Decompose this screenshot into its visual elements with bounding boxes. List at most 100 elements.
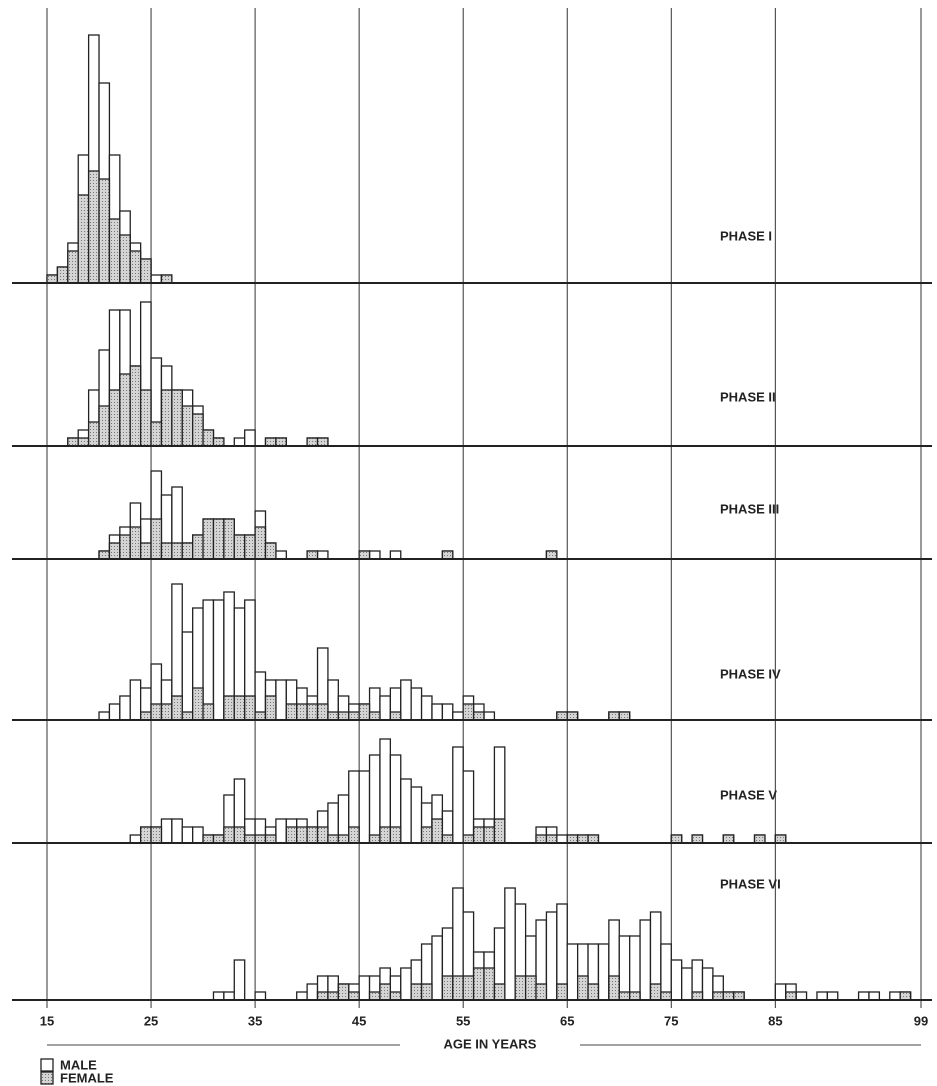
female-bar — [691, 834, 704, 844]
female-bar — [785, 991, 797, 1001]
female-bar — [67, 437, 79, 447]
female-bar — [264, 437, 277, 447]
female-bar — [119, 234, 131, 284]
male-bar — [556, 834, 568, 844]
female-bar — [108, 389, 121, 447]
female-bar — [244, 534, 256, 560]
male-bar — [129, 834, 142, 844]
male-bar — [774, 983, 787, 1001]
male-bar — [462, 770, 475, 844]
female-bar — [327, 991, 339, 1001]
female-bar — [441, 975, 454, 1001]
female-bar — [98, 178, 111, 284]
panel-label: PHASE III — [720, 501, 779, 516]
female-bar — [327, 711, 339, 721]
female-bar — [306, 826, 319, 844]
female-bar — [483, 967, 496, 1001]
male-bar — [420, 695, 433, 721]
female-bar — [358, 550, 371, 560]
male-bar — [566, 943, 579, 1001]
male-bar — [275, 679, 287, 721]
female-bar — [545, 550, 558, 560]
female-bar — [462, 975, 475, 1001]
female-bar — [181, 405, 194, 447]
male-bar — [597, 943, 610, 1001]
female-bar — [181, 711, 194, 721]
female-bar — [337, 983, 350, 1001]
x-tick-label: 85 — [768, 1013, 782, 1028]
male-bar — [358, 770, 371, 844]
female-bar — [348, 711, 360, 721]
female-bar — [160, 703, 173, 721]
female-bar — [160, 274, 173, 284]
female-bar — [493, 983, 506, 1001]
male-bar — [181, 826, 194, 844]
female-bar — [431, 818, 444, 844]
x-tick-label: 25 — [144, 1013, 158, 1028]
female-bar — [556, 711, 568, 721]
male-bar — [504, 887, 516, 1001]
female-bar — [150, 421, 163, 447]
female-bar — [535, 834, 548, 844]
female-bar — [556, 983, 568, 1001]
female-bar — [337, 834, 350, 844]
female-bar — [285, 703, 298, 721]
female-bar — [264, 695, 277, 721]
female-bar — [462, 834, 475, 844]
female-bar — [254, 711, 267, 721]
male-bar — [212, 991, 225, 1001]
male-bar — [233, 959, 246, 1001]
female-bar — [608, 975, 620, 1001]
female-bar — [160, 542, 173, 560]
female-bar — [389, 826, 402, 844]
female-bar — [587, 834, 600, 844]
female-bar — [192, 687, 204, 721]
female-bar — [139, 542, 152, 560]
panel-label: PHASE IV — [720, 666, 781, 681]
female-bar — [441, 550, 454, 560]
female-bar — [77, 437, 90, 447]
female-bar — [774, 834, 787, 844]
x-tick-label: 75 — [664, 1013, 678, 1028]
male-bar — [400, 967, 412, 1001]
female-bar — [348, 991, 360, 1001]
male-bar — [857, 991, 870, 1001]
female-bar — [618, 991, 631, 1001]
male-bar — [410, 786, 423, 844]
male-bar — [545, 911, 558, 1001]
male-bar — [483, 711, 496, 721]
male-bar — [171, 818, 183, 844]
legend-swatch — [40, 1071, 54, 1085]
female-bar — [441, 834, 454, 844]
female-bar — [119, 373, 131, 447]
female-bar — [171, 542, 183, 560]
male-bar — [129, 679, 142, 721]
female-bar — [139, 826, 152, 844]
panel-label: PHASE II — [720, 389, 776, 404]
female-bar — [67, 250, 79, 284]
female-bar — [233, 695, 246, 721]
male-bar — [826, 991, 839, 1001]
female-bar — [223, 826, 235, 844]
female-bar — [722, 991, 735, 1001]
female-bar — [493, 818, 506, 844]
male-bar — [306, 983, 319, 1001]
male-bar — [223, 991, 235, 1001]
female-bar — [420, 826, 433, 844]
male-bar — [670, 959, 683, 1001]
legend-swatch — [40, 1058, 54, 1072]
panel-label: PHASE VI — [720, 876, 781, 891]
female-bar — [98, 550, 111, 560]
female-bar — [192, 413, 204, 447]
female-bar — [316, 991, 329, 1001]
female-bar — [87, 421, 100, 447]
female-bar — [368, 991, 381, 1001]
female-bar — [348, 826, 360, 844]
female-bar — [576, 975, 589, 1001]
female-bar — [899, 991, 912, 1001]
x-tick-label: 99 — [914, 1013, 928, 1028]
female-bar — [160, 389, 173, 447]
female-bar — [119, 534, 131, 560]
male-bar — [119, 695, 131, 721]
female-bar — [316, 703, 329, 721]
